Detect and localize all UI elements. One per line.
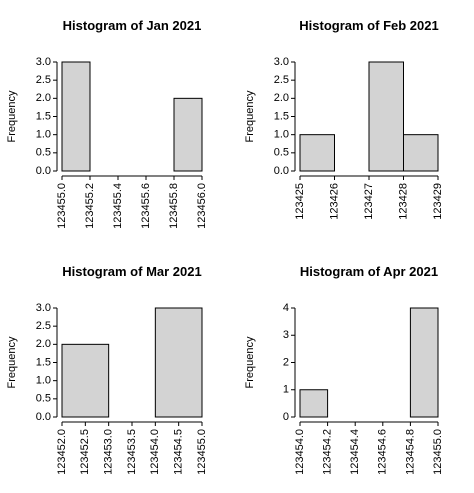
x-tick-label: 123454.5 — [173, 429, 185, 475]
x-tick-label: 123454.0 — [294, 429, 306, 475]
chart-title: Histogram of Jan 2021 — [63, 18, 202, 33]
x-tick-label: 123454.4 — [349, 429, 361, 475]
y-tick-label: 2.5 — [274, 74, 289, 86]
x-tick-label: 123455.2 — [84, 183, 96, 229]
chart-title: Histogram of Apr 2021 — [300, 264, 438, 279]
y-tick-label: 2.0 — [274, 92, 289, 104]
x-tick-label: 123452.5 — [79, 429, 91, 475]
y-tick-label: 0.0 — [36, 165, 51, 177]
y-tick-label: 2 — [283, 356, 289, 368]
x-tick-label: 123452.0 — [56, 429, 68, 475]
bar — [299, 389, 329, 418]
chart-title: Histogram of Mar 2021 — [62, 264, 201, 279]
y-axis-label: Frequency — [244, 336, 256, 388]
y-tick-label: 2.0 — [36, 92, 51, 104]
x-tick-label: 123455.0 — [56, 183, 68, 229]
bar — [409, 307, 439, 418]
y-tick-label: 1.0 — [274, 129, 289, 141]
x-tick-label: 123455.0 — [432, 429, 444, 475]
x-tick-label: 123455.4 — [112, 183, 124, 229]
y-tick-label: 3.0 — [274, 56, 289, 68]
bar — [61, 343, 110, 418]
bar — [368, 61, 404, 172]
y-tick-label: 0.0 — [274, 165, 289, 177]
x-tick-label: 123455.6 — [140, 183, 152, 229]
x-tick-label: 123453.5 — [126, 429, 138, 475]
x-tick-label: 123453.0 — [103, 429, 115, 475]
x-tick-label: 123455.0 — [196, 429, 208, 475]
bar — [299, 134, 335, 172]
x-tick-label: 123454.6 — [377, 429, 389, 475]
bar — [61, 61, 91, 172]
y-tick-label: 2.5 — [36, 74, 51, 86]
y-tick-label: 1 — [283, 384, 289, 396]
y-tick-label: 3.0 — [36, 302, 51, 314]
y-tick-label: 0.5 — [36, 147, 51, 159]
y-tick-label: 1.0 — [36, 375, 51, 387]
y-tick-label: 1.0 — [36, 129, 51, 141]
bar — [173, 97, 203, 172]
y-tick-label: 3 — [283, 329, 289, 341]
chart-title: Histogram of Feb 2021 — [299, 18, 438, 33]
bar — [403, 134, 439, 172]
y-tick-label: 0 — [283, 411, 289, 423]
y-tick-label: 1.5 — [36, 110, 51, 122]
y-tick-label: 2.5 — [36, 320, 51, 332]
y-tick-label: 3.0 — [36, 56, 51, 68]
y-tick-label: 2.0 — [36, 338, 51, 350]
x-tick-label: 123454.8 — [404, 429, 416, 475]
x-tick-label: 123454.0 — [149, 429, 161, 475]
y-tick-label: 1.5 — [36, 356, 51, 368]
y-axis-label: Frequency — [6, 90, 18, 142]
x-tick-label: 123456.0 — [196, 183, 208, 229]
x-tick-label: 123454.2 — [322, 429, 334, 475]
y-tick-label: 0.5 — [36, 393, 51, 405]
y-tick-label: 4 — [283, 302, 289, 314]
bar — [154, 307, 203, 418]
x-tick-label: 123427 — [363, 183, 375, 220]
y-tick-label: 0.5 — [274, 147, 289, 159]
x-tick-label: 123426 — [328, 183, 340, 220]
x-tick-label: 123455.8 — [168, 183, 180, 229]
y-tick-label: 1.5 — [274, 110, 289, 122]
y-axis-label: Frequency — [244, 90, 256, 142]
y-axis-label: Frequency — [6, 336, 18, 388]
x-tick-label: 123425 — [294, 183, 306, 220]
x-tick-label: 123429 — [432, 183, 444, 220]
y-tick-label: 0.0 — [36, 411, 51, 423]
x-tick-label: 123428 — [397, 183, 409, 220]
